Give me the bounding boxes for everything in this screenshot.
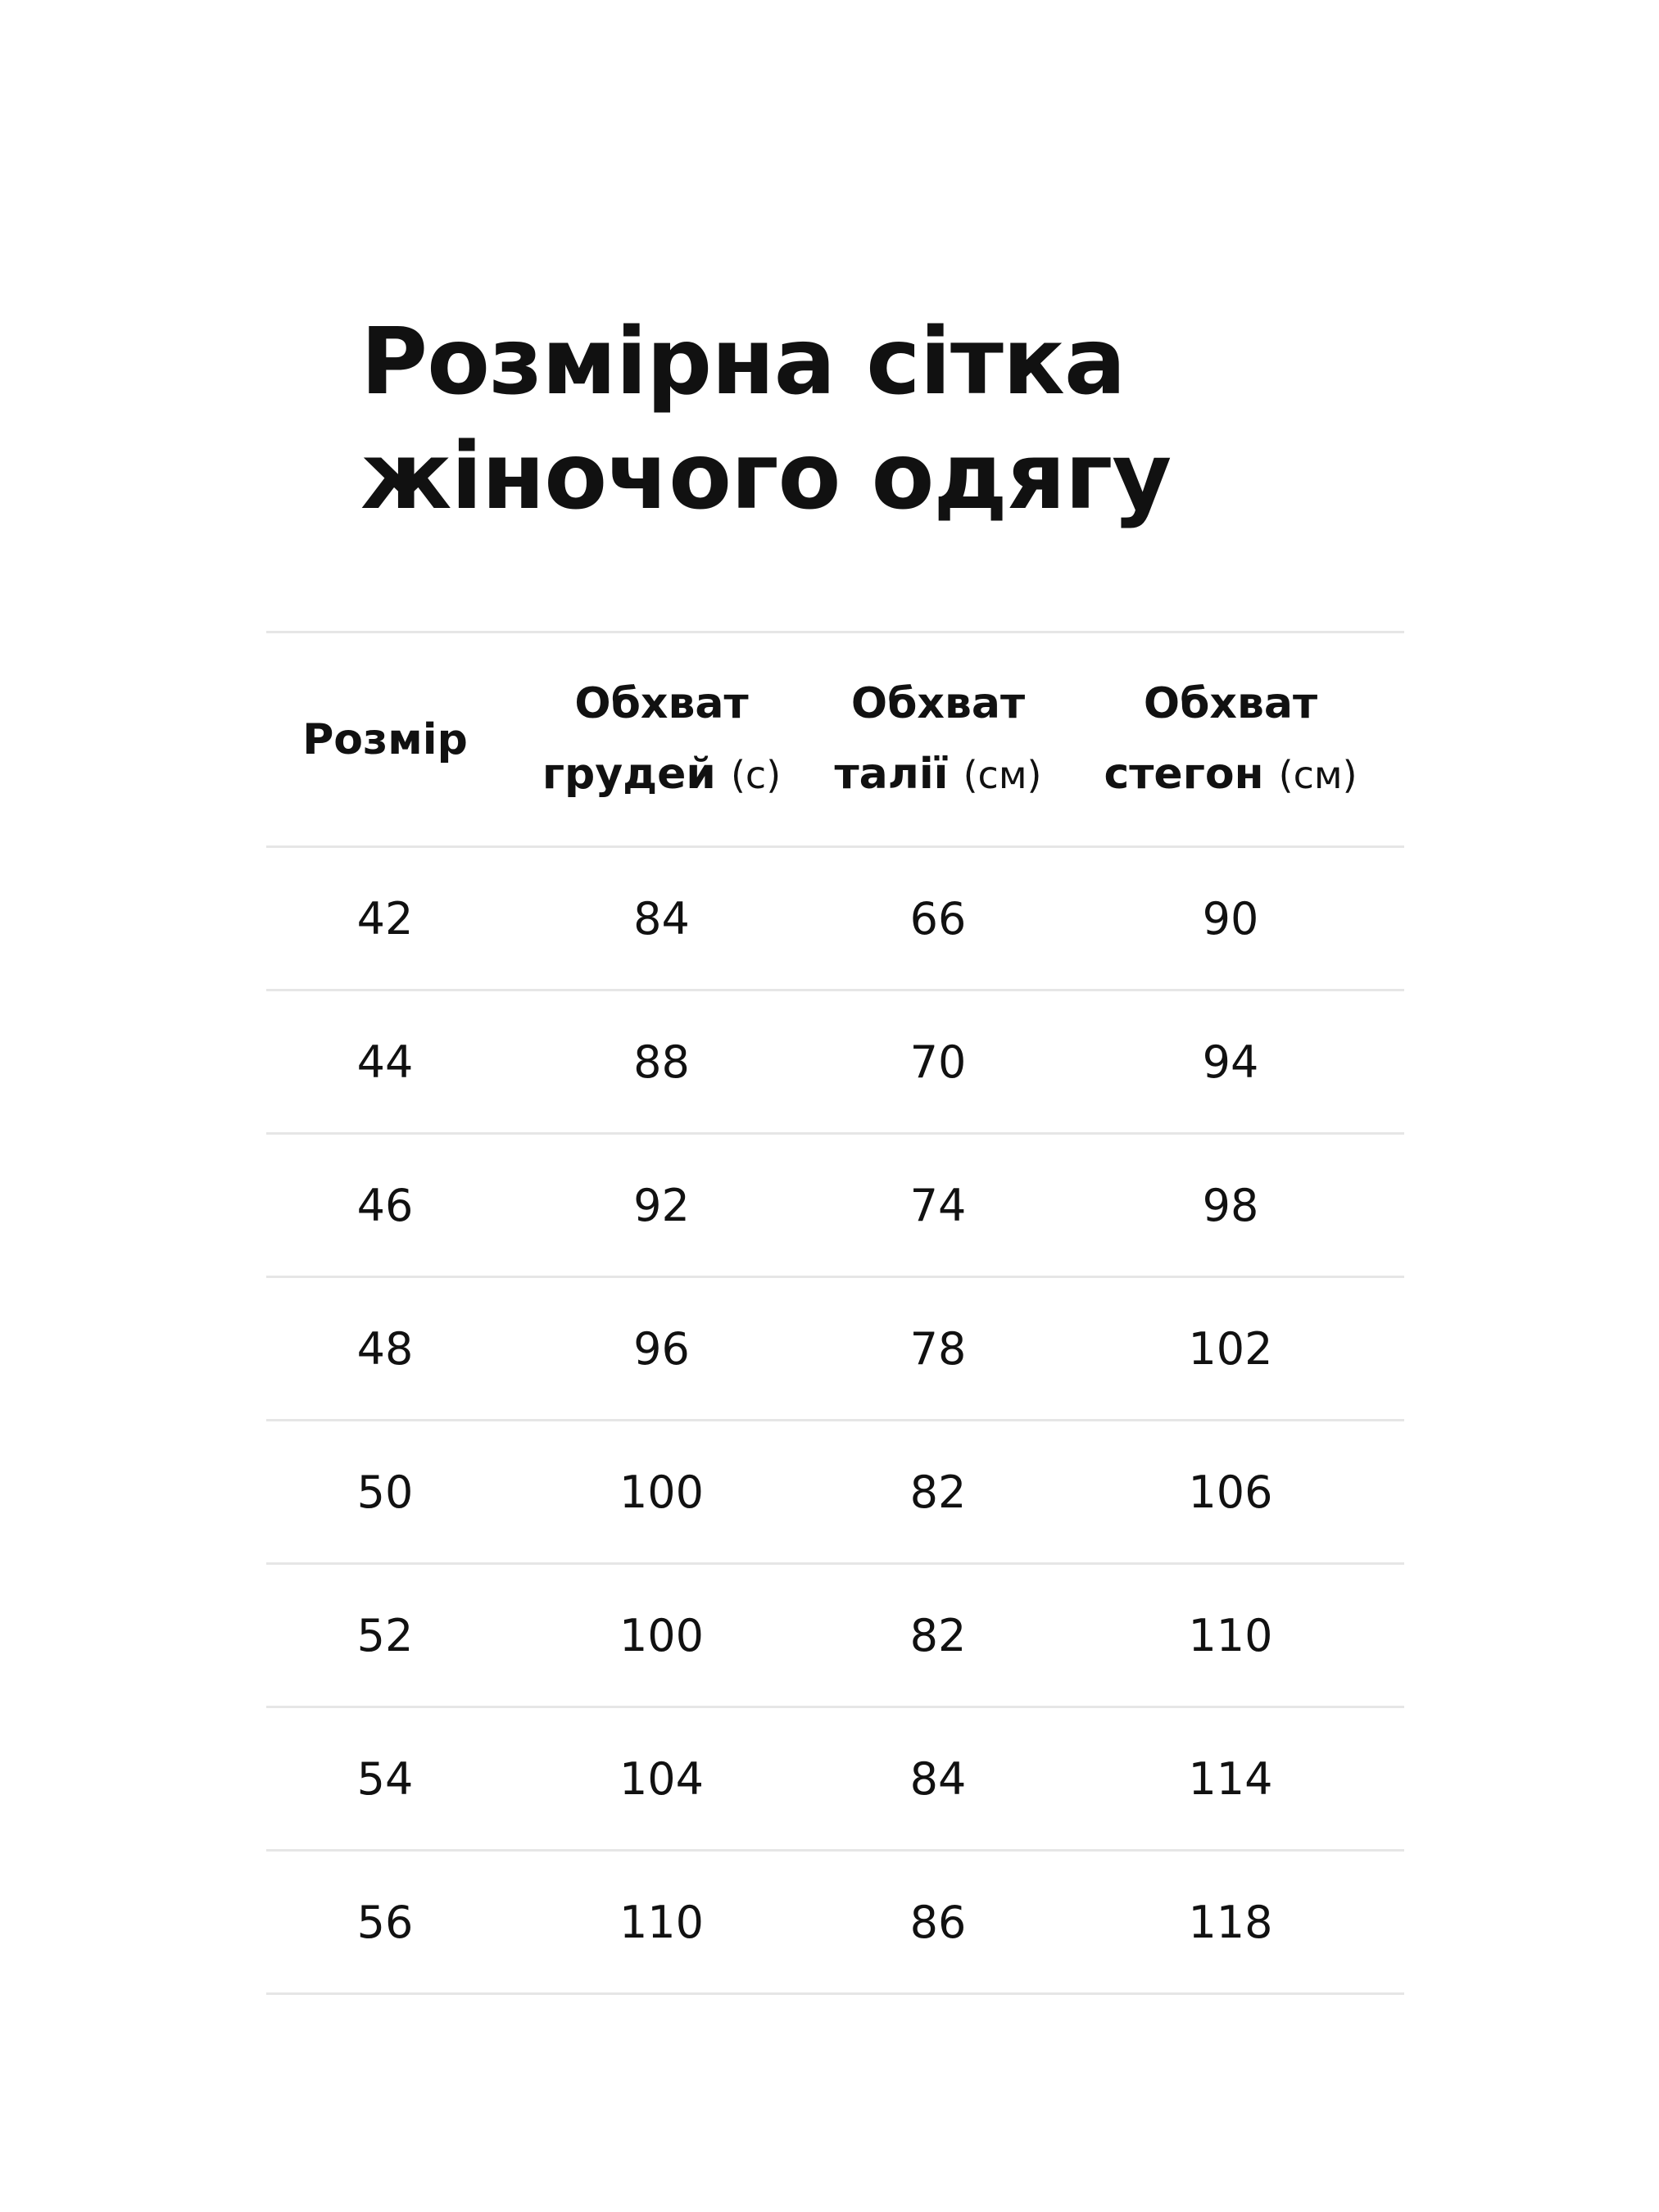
table-cell: 110 [1188,1609,1273,1661]
table-cell: 74 [909,1179,967,1231]
table-cell: 90 [1202,892,1259,945]
table-cell: 118 [1188,1896,1273,1948]
title-line-1: Розмірна сітка [360,309,1126,415]
header-chest: Обхват грудей (с) [542,679,782,799]
table-cell: 102 [1188,1322,1273,1375]
table-cell: 84 [909,1752,967,1805]
size-chart-table: Розмір Обхват грудей (с) Обхват талії (см)… [266,631,1404,1995]
table-cell: 82 [909,1609,967,1661]
table-cell: 46 [356,1179,414,1231]
table-cell: 100 [619,1609,705,1661]
table-cell: 114 [1188,1752,1273,1805]
table-header-row: Розмір Обхват грудей (с) Обхват талії (см)… [266,633,1404,848]
table-cell: 56 [356,1896,414,1948]
table-cell: 92 [633,1179,690,1231]
header-waist: Обхват талії (см) [834,679,1042,799]
header-hips: Обхват стегон (см) [1104,679,1358,799]
table-cell: 98 [1202,1179,1259,1231]
table-row: 42 84 66 90 [266,848,1404,991]
table-row: 46 92 74 98 [266,1135,1404,1278]
table-cell: 106 [1188,1466,1273,1518]
table-cell: 96 [633,1322,690,1375]
table-cell: 48 [356,1322,414,1375]
table-row: 56 110 86 118 [266,1852,1404,1995]
table-cell: 110 [619,1896,705,1948]
table-cell: 94 [1202,1036,1259,1088]
table-cell: 66 [909,892,967,945]
page-title: Розмірна сітка жіночого одягу [360,305,1172,534]
table-cell: 86 [909,1896,967,1948]
table-cell: 78 [909,1322,967,1375]
table-cell: 50 [356,1466,414,1518]
table-cell: 54 [356,1752,414,1805]
table-cell: 70 [909,1036,967,1088]
table-cell: 84 [633,892,690,945]
title-line-2: жіночого одягу [360,424,1172,530]
table-cell: 44 [356,1036,414,1088]
header-size: Розмір [302,714,468,764]
table-cell: 88 [633,1036,690,1088]
table-cell: 104 [619,1752,705,1805]
table-row: 44 88 70 94 [266,991,1404,1135]
table-row: 52 100 82 110 [266,1565,1404,1708]
table-row: 48 96 78 102 [266,1278,1404,1421]
table-cell: 100 [619,1466,705,1518]
table-cell: 42 [356,892,414,945]
table-row: 54 104 84 114 [266,1708,1404,1852]
table-row: 50 100 82 106 [266,1421,1404,1565]
table-cell: 52 [356,1609,414,1661]
table-cell: 82 [909,1466,967,1518]
